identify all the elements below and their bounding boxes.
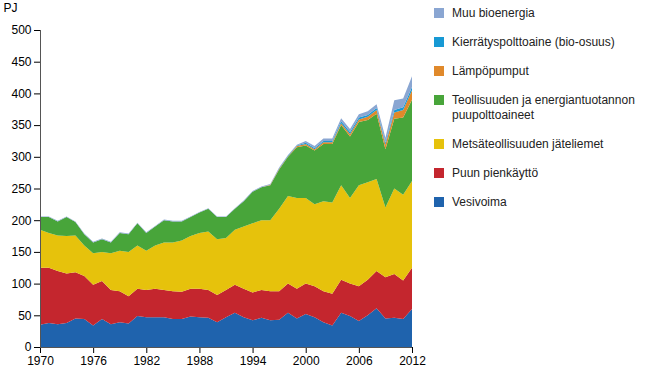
html-text:Puun pienkäyttö: Puun pienkäyttö	[452, 166, 539, 180]
html-text:Muu bioenergia: Muu bioenergia	[452, 6, 535, 20]
svg-text:350: 350	[11, 118, 31, 132]
svg-text:1982: 1982	[133, 354, 160, 368]
html-text:Metsäteollisuuden jäteliemet: Metsäteollisuuden jäteliemet	[452, 137, 604, 151]
svg-text:450: 450	[11, 55, 31, 69]
svg-text:1994: 1994	[240, 354, 267, 368]
svg-text:50: 50	[18, 309, 32, 323]
html-text:Teollisuuden ja energiantuotan: Teollisuuden ja energiantuotannon puupol…	[452, 93, 635, 122]
svg-text:2012: 2012	[399, 354, 426, 368]
svg-text:300: 300	[11, 150, 31, 164]
html-text:Kierrätyspolttoaine (bio-osuus: Kierrätyspolttoaine (bio-osuus)	[452, 35, 615, 49]
svg-text:PJ: PJ	[4, 1, 18, 15]
html-text:Vesivoima: Vesivoima	[452, 195, 507, 209]
svg-text:1988: 1988	[187, 354, 214, 368]
svg-text:1976: 1976	[80, 354, 107, 368]
svg-text:1970: 1970	[27, 354, 54, 368]
svg-text:100: 100	[11, 277, 31, 291]
svg-text:250: 250	[11, 182, 31, 196]
svg-text:2000: 2000	[293, 354, 320, 368]
html-text:Lämpöpumput: Lämpöpumput	[452, 64, 529, 78]
svg-text:200: 200	[11, 214, 31, 228]
svg-text:150: 150	[11, 245, 31, 259]
svg-text:400: 400	[11, 87, 31, 101]
svg-text:2006: 2006	[346, 354, 373, 368]
svg-text:500: 500	[11, 23, 31, 37]
svg-text:0: 0	[25, 340, 32, 354]
